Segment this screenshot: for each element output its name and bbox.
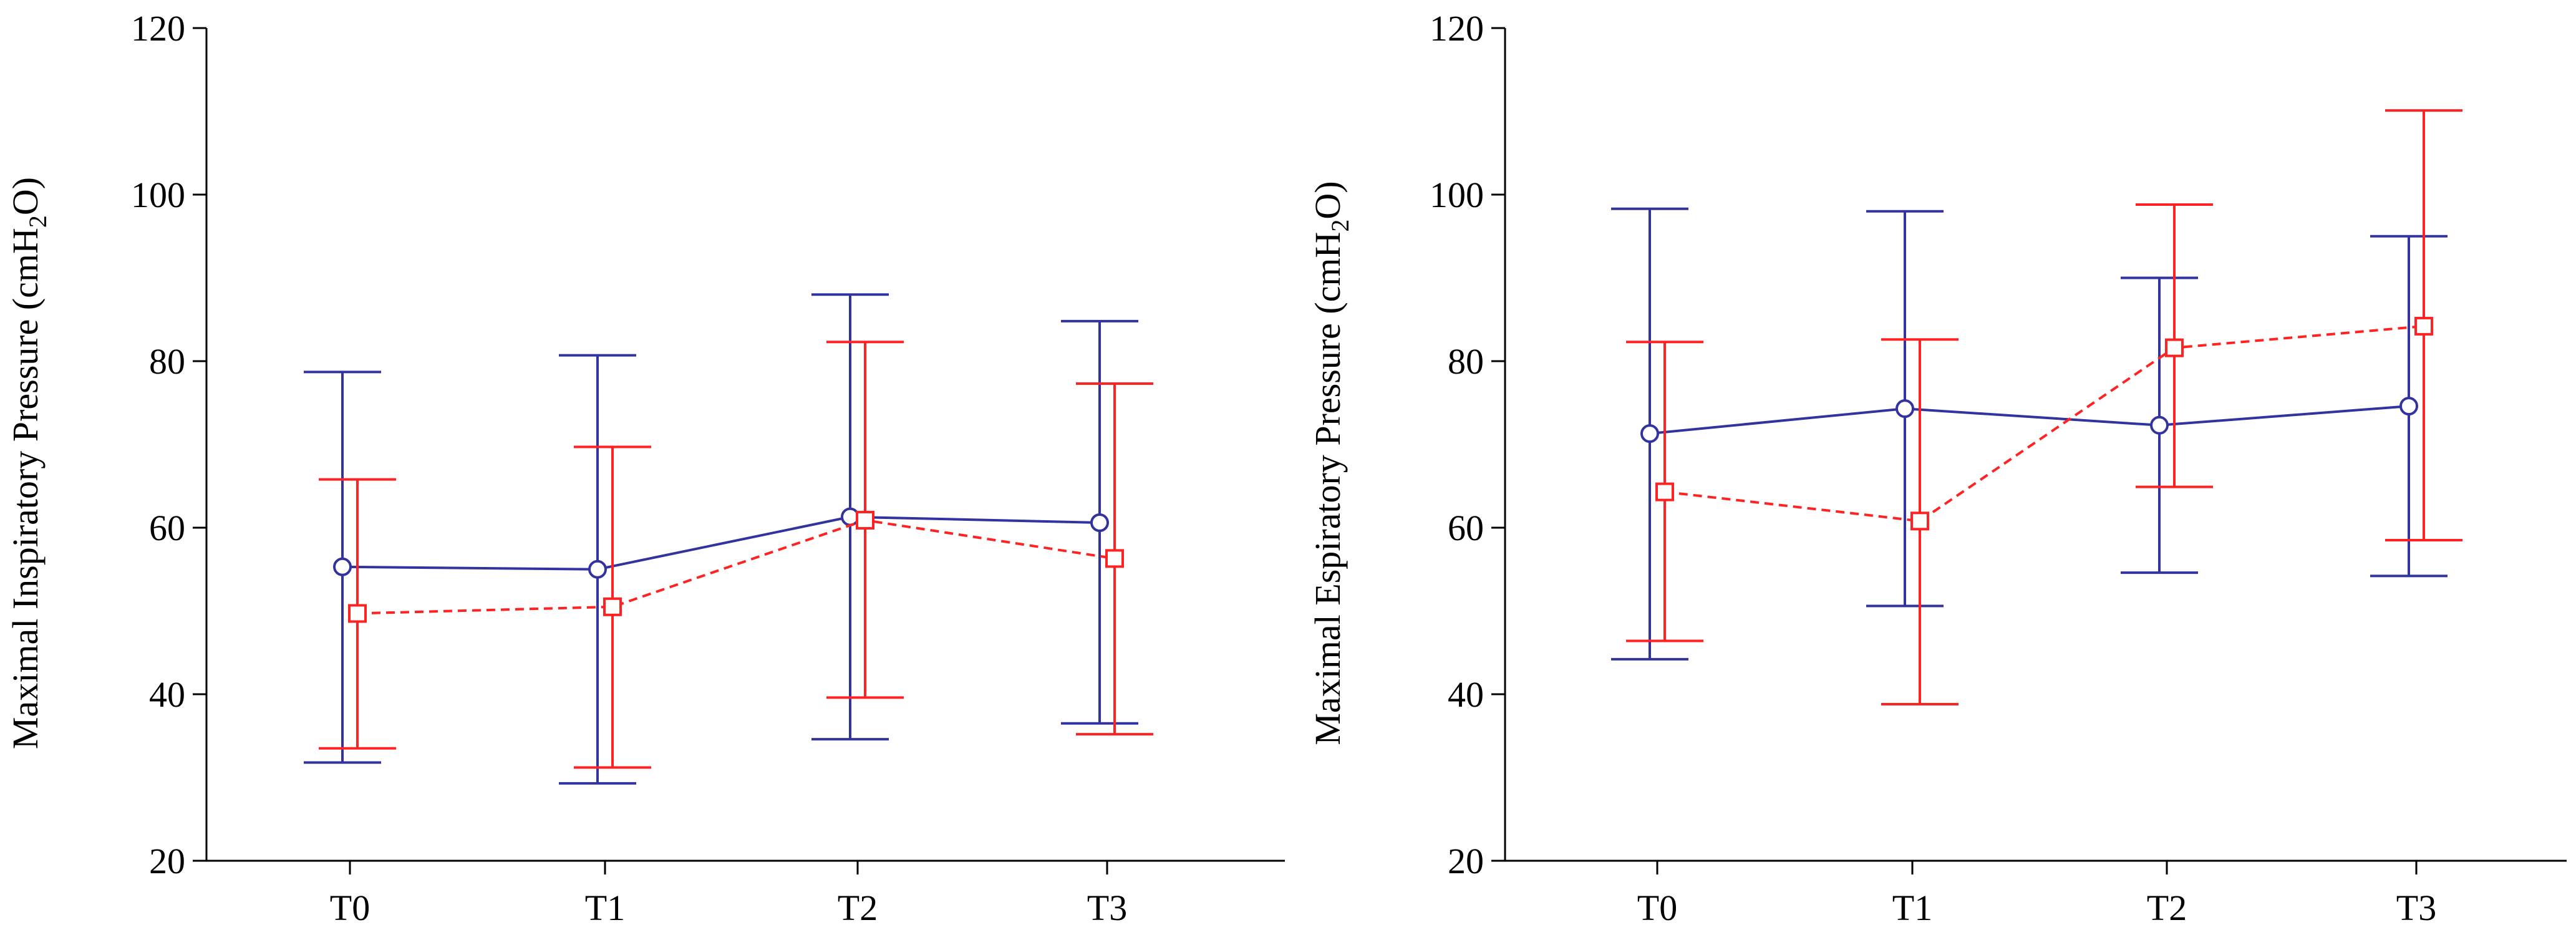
series-line <box>342 515 1100 571</box>
y-tick-label: 80 <box>1448 341 1484 382</box>
data-point-T0 <box>1640 424 1659 443</box>
data-point-T2 <box>2150 415 2169 435</box>
data-point-T1 <box>1896 399 1914 419</box>
data-point-T2 <box>856 510 874 530</box>
data-point-T0 <box>1655 482 1674 501</box>
y-tick-label: 20 <box>1448 841 1484 881</box>
y-axis-label: Maximal Espiratory Pressure (cmH2O) <box>1307 181 1354 745</box>
x-tick-label: T2 <box>2147 888 2187 928</box>
data-point-T1 <box>603 597 622 616</box>
y-axis-label-main: Maximal Inspiratory Pressure (cmH <box>5 228 46 749</box>
series-line <box>1649 405 2409 435</box>
chart-panel-inspiratory: 20 40 60 80 100 120 T0 T1 T2 T3 Maximal Inspirator… <box>5 8 1285 928</box>
y-tick-label: 60 <box>1448 508 1484 548</box>
data-point-T1 <box>588 559 607 579</box>
series-red-square-dashed <box>319 341 1153 769</box>
chart-panel-espiratory: 20 40 60 80 100 120 T0 T1 T2 T3 Maximal Espiratory… <box>1307 8 2567 928</box>
y-tick-label: 100 <box>1430 175 1484 215</box>
x-tick-label: T0 <box>1637 888 1677 928</box>
y-tick-label: 80 <box>149 341 185 382</box>
y-tick-label: 60 <box>149 508 185 548</box>
series-line <box>1664 324 2424 523</box>
x-tick-label: T1 <box>1892 888 1932 928</box>
data-point-T3 <box>1105 549 1124 568</box>
data-point-T3 <box>2414 316 2433 336</box>
series-red-square-dashed <box>1626 109 2462 706</box>
y-axis-label-end: O) <box>1307 181 1348 219</box>
x-tick-label: T0 <box>330 888 370 928</box>
series-blue-circle-solid <box>304 293 1138 785</box>
y-tick-label: 40 <box>1448 674 1484 715</box>
x-tick-label: T1 <box>585 888 625 928</box>
y-axis-label-end: O) <box>5 177 46 215</box>
y-tick-label: 120 <box>1430 8 1484 49</box>
data-point-T2 <box>2165 338 2184 357</box>
series-blue-circle-solid <box>1611 207 2448 661</box>
x-tick-label: T3 <box>1087 888 1127 928</box>
data-point-T0 <box>348 604 367 623</box>
x-tick-label: T2 <box>838 888 878 928</box>
data-point-T3 <box>2399 397 2418 416</box>
y-axis-label-subscript: 2 <box>24 215 52 228</box>
y-tick-label: 100 <box>131 175 185 215</box>
data-point-T3 <box>1090 513 1109 532</box>
y-axis-label-subscript: 2 <box>1326 220 1354 232</box>
data-point-T0 <box>333 557 352 576</box>
y-tick-label: 40 <box>149 674 185 715</box>
y-axis-label-main: Maximal Espiratory Pressure (cmH <box>1307 232 1348 745</box>
y-axis-label: Maximal Inspiratory Pressure (cmH2O) <box>5 177 52 749</box>
y-tick-label: 120 <box>131 8 185 49</box>
y-tick-label: 20 <box>149 841 185 881</box>
x-tick-label: T3 <box>2396 888 2436 928</box>
data-point-T1 <box>1910 511 1929 531</box>
series-line <box>357 518 1115 615</box>
